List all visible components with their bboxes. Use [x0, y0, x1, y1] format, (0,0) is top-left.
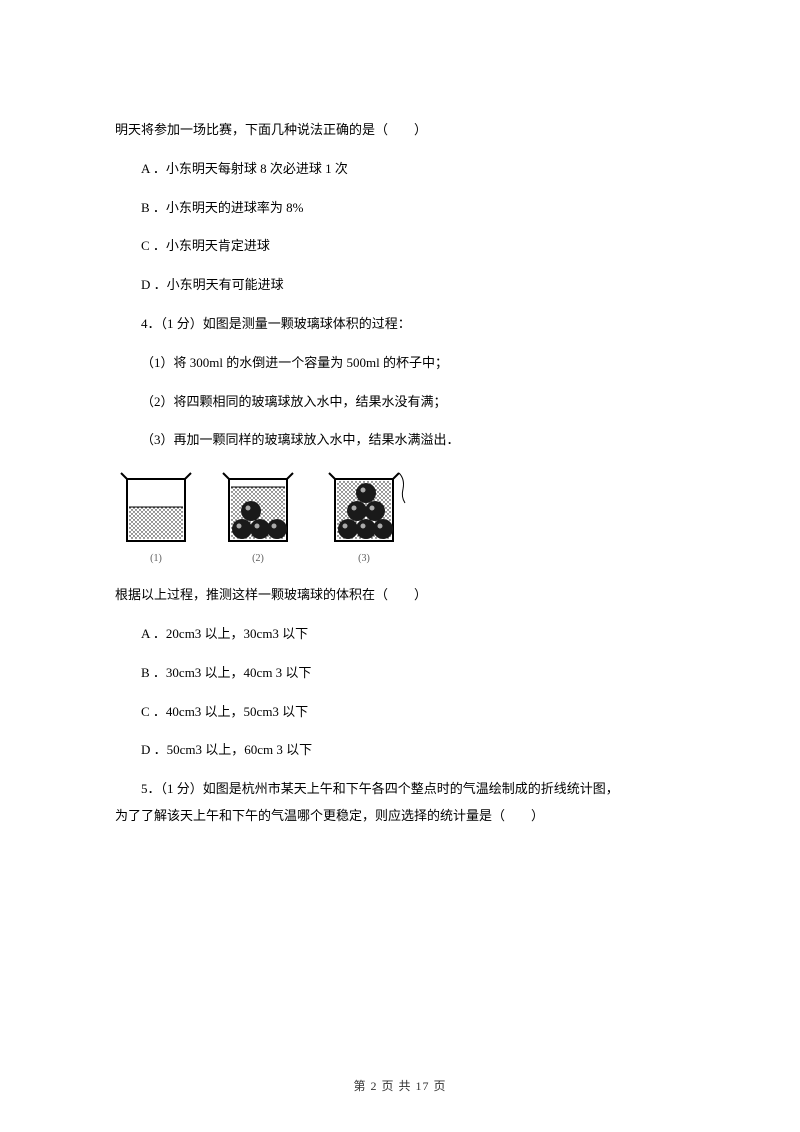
- q3-optB: B ．小东明天的进球率为 8%: [115, 198, 685, 219]
- q4-optC: C ．40cm3 以上，50cm3 以下: [115, 702, 685, 723]
- q4-optA: A ．20cm3 以上，30cm3 以下: [115, 624, 685, 645]
- page-footer: 第 2 页 共 17 页: [0, 1077, 800, 1094]
- q5-stem-line2: 为了了解该天上午和下午的气温哪个更稳定，则应选择的统计量是（ ）: [115, 806, 685, 827]
- q4-stem: 4．（1 分）如图是测量一颗玻璃球体积的过程：: [115, 314, 685, 335]
- q3-optA: A ．小东明天每射球 8 次必进球 1 次: [115, 159, 685, 180]
- q4-optB: B ．30cm3 以上，40cm 3 以下: [115, 663, 685, 684]
- q4-step3: （3）再加一颗同样的玻璃球放入水中，结果水满溢出．: [115, 430, 685, 451]
- beaker-1-caption: (1): [115, 551, 197, 567]
- beaker-3-icon: [319, 469, 409, 547]
- q4-conclusion: 根据以上过程，推测这样一颗玻璃球的体积在（ ）: [115, 585, 685, 606]
- q5-stem-line1: 5．（1 分）如图是杭州市某天上午和下午各四个整点时的气温绘制成的折线统计图，: [115, 779, 685, 800]
- beaker-1-icon: [115, 469, 197, 547]
- q3-optC: C ．小东明天肯定进球: [115, 236, 685, 257]
- beaker-2-icon: [217, 469, 299, 547]
- q3-stem: 明天将参加一场比赛，下面几种说法正确的是（ ）: [115, 120, 685, 141]
- q4-step2: （2）将四颗相同的玻璃球放入水中，结果水没有满；: [115, 392, 685, 413]
- q4-optD: D ．50cm3 以上，60cm 3 以下: [115, 740, 685, 761]
- beaker-3-caption: (3): [319, 551, 409, 567]
- q3-optD: D ．小东明天有可能进球: [115, 275, 685, 296]
- beaker-2-caption: (2): [217, 551, 299, 567]
- q4-figure: (1): [115, 469, 685, 567]
- q4-step1: （1）将 300ml 的水倒进一个容量为 500ml 的杯子中；: [115, 353, 685, 374]
